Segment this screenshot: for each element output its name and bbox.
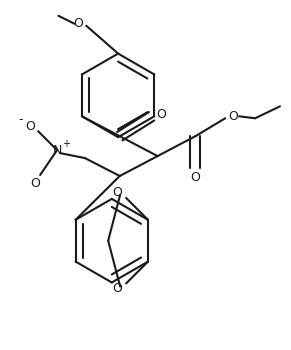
Text: O: O	[25, 120, 35, 133]
Text: O: O	[73, 17, 83, 30]
Text: O: O	[112, 282, 122, 295]
Text: O: O	[157, 108, 166, 121]
Text: O: O	[30, 177, 40, 190]
Text: O: O	[190, 172, 200, 184]
Text: N: N	[52, 144, 62, 156]
Text: O: O	[112, 187, 122, 199]
Text: +: +	[62, 139, 70, 149]
Text: O: O	[228, 110, 238, 123]
Text: -: -	[18, 113, 22, 126]
